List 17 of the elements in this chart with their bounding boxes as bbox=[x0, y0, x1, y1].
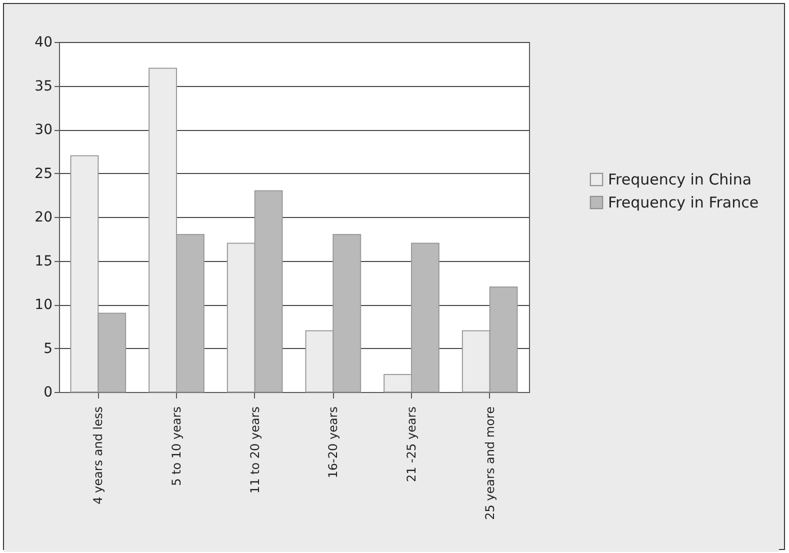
y-tick-label: 5 bbox=[44, 340, 52, 357]
x-tick-label: 5 to 10 years bbox=[170, 406, 184, 486]
x-tick-label: 11 to 20 years bbox=[248, 406, 262, 494]
x-tick-label: 16-20 years bbox=[326, 406, 340, 478]
y-tick-label: 30 bbox=[34, 122, 52, 138]
y-tick-label: 10 bbox=[34, 297, 52, 313]
x-tick-label: 25 years and more bbox=[482, 406, 497, 520]
legend-label: Frequency in France bbox=[608, 194, 759, 212]
y-tick-label: 0 bbox=[44, 384, 52, 400]
y-tick-label: 35 bbox=[34, 78, 52, 94]
x-tick-label: 21 -25 years bbox=[404, 406, 418, 482]
y-tick-label: 25 bbox=[34, 166, 52, 182]
legend-label: Frequency in China bbox=[608, 170, 752, 188]
y-tick-label: 20 bbox=[34, 210, 52, 226]
y-tick-label: 15 bbox=[34, 253, 52, 270]
x-tick-label: 4 years and less bbox=[91, 406, 106, 504]
y-tick-label: 40 bbox=[34, 34, 52, 50]
